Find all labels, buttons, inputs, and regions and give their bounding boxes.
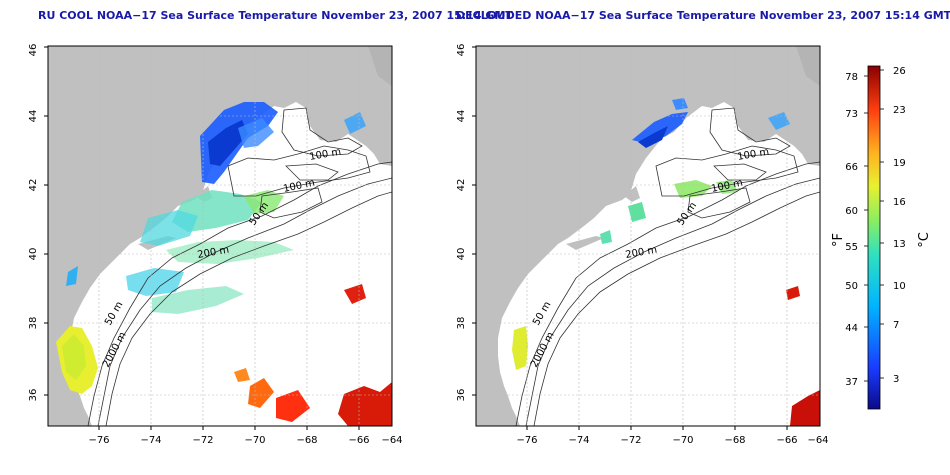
left-contour-label: 200 m (197, 245, 230, 261)
left-contour-label: 100 m (309, 147, 342, 163)
right-contour-label: 100 m (737, 147, 770, 163)
left-y-tick-label: 38 (28, 317, 39, 330)
right-x-tick-label: −70 (672, 435, 693, 446)
right-y-tick-label: 44 (456, 110, 467, 123)
left-map-panel: 100 m 100 m 50 m 200 m 50 m 2000 m −76 −… (28, 44, 403, 446)
right-map-title: DECLOUDED NOAA−17 Sea Surface Temperatur… (456, 9, 950, 22)
right-map-panel: 100 m 100 m 50 m 200 m 50 m 2000 m −76 −… (456, 44, 829, 446)
temperature-colorbar: 78 73 66 60 55 50 44 37 26 23 19 16 13 1… (831, 65, 932, 410)
colorbar-c-tick: 10 (893, 281, 906, 292)
right-y-tick-label: 42 (456, 179, 467, 192)
colorbar-f-tick: 73 (845, 109, 858, 120)
colorbar-celsius-label: °C (917, 232, 932, 248)
left-y-tick-label: 44 (28, 110, 39, 123)
colorbar-f-tick: 55 (845, 242, 858, 253)
right-y-tick-label: 36 (456, 389, 467, 402)
colorbar-c-tick: 13 (893, 239, 906, 250)
left-y-tick-label: 42 (28, 179, 39, 192)
colorbar-c-tick: 3 (893, 374, 899, 385)
left-y-tick-label: 40 (28, 248, 39, 261)
left-x-tick-label: −66 (348, 435, 369, 446)
left-x-tick-label: −76 (88, 435, 109, 446)
right-sst-overlay (512, 98, 820, 426)
colorbar-c-tick: 26 (893, 66, 906, 77)
right-contour-label: 200 m (625, 245, 658, 261)
colorbar-c-tick: 23 (893, 105, 906, 116)
colorbar-c-tick: 16 (893, 197, 906, 208)
right-x-tick-label: −74 (568, 435, 589, 446)
colorbar-f-tick: 44 (845, 323, 858, 334)
colorbar-f-tick: 50 (845, 281, 858, 292)
left-x-tick-label: −64 (381, 435, 402, 446)
left-sst-overlay (56, 102, 392, 426)
left-x-tick-label: −74 (140, 435, 161, 446)
left-x-tick-label: −68 (296, 435, 317, 446)
colorbar-f-tick: 78 (845, 72, 858, 83)
right-x-tick-label: −66 (776, 435, 797, 446)
right-y-tick-label: 46 (456, 44, 467, 57)
right-y-tick-label: 38 (456, 317, 467, 330)
left-y-tick-label: 36 (28, 389, 39, 402)
left-map-title: RU COOL NOAA−17 Sea Surface Temperature … (38, 9, 513, 22)
right-x-tick-label: −64 (807, 435, 828, 446)
colorbar-f-tick: 66 (845, 162, 858, 173)
colorbar-f-tick: 37 (845, 377, 858, 388)
colorbar-fahrenheit-label: °F (831, 233, 846, 247)
right-y-tick-label: 40 (456, 248, 467, 261)
right-map-frame (475, 45, 821, 427)
colorbar-c-tick: 19 (893, 158, 906, 169)
colorbar-c-tick: 7 (893, 320, 899, 331)
colorbar-gradient (867, 65, 881, 410)
right-x-tick-label: −76 (516, 435, 537, 446)
right-x-tick-label: −68 (724, 435, 745, 446)
left-y-tick-label: 46 (28, 44, 39, 57)
right-x-tick-label: −72 (620, 435, 641, 446)
left-x-tick-label: −70 (244, 435, 265, 446)
left-x-tick-label: −72 (192, 435, 213, 446)
left-map-frame (47, 45, 393, 427)
colorbar-f-tick: 60 (845, 206, 858, 217)
